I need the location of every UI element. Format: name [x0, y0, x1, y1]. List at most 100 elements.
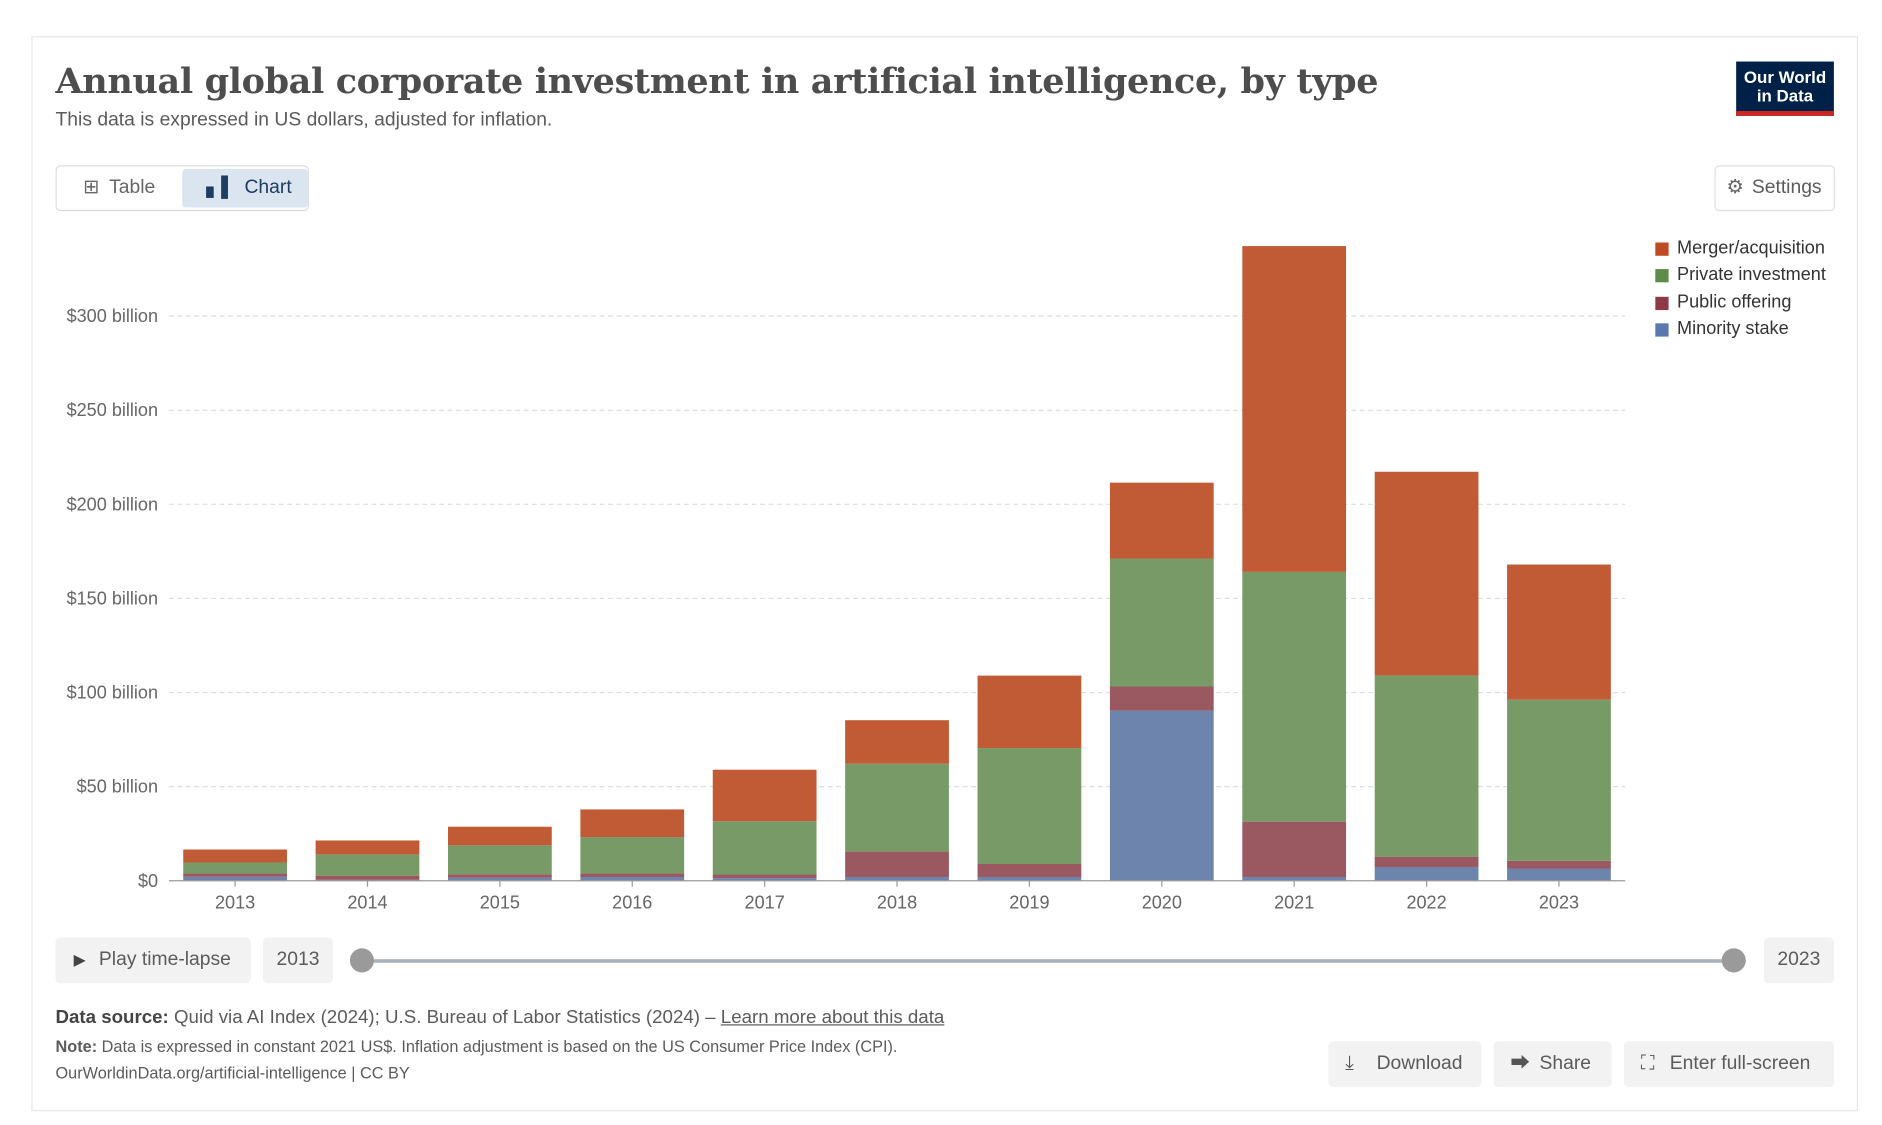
timeline-end-year[interactable]: 2023	[1763, 937, 1834, 984]
download-button[interactable]: ⤓ Download	[1328, 1041, 1482, 1088]
play-timelapse-button[interactable]: ▶ Play time-lapse	[55, 937, 251, 984]
source-url[interactable]: OurWorldinData.org/artificial-intelligen…	[55, 1064, 410, 1083]
bar-segment-private-investment[interactable]	[447, 845, 552, 875]
legend-item[interactable]: Minority stake	[1655, 316, 1826, 343]
bar-segment-private-investment[interactable]	[315, 854, 420, 876]
bar-segment-public-offering[interactable]	[447, 874, 552, 878]
bar-segment-private-investment[interactable]	[1374, 675, 1479, 857]
chart-card	[31, 36, 1859, 1112]
bar-segment-minority-stake[interactable]	[1374, 867, 1479, 881]
legend-label: Merger/acquisition	[1677, 237, 1825, 259]
y-tick-label: $200 billion	[67, 494, 158, 514]
x-tick-label: 2019	[1009, 892, 1049, 912]
bar-segment-public-offering[interactable]	[580, 873, 685, 877]
bar-segment-minority-stake[interactable]	[1109, 710, 1214, 881]
bar-segment-minority-stake[interactable]	[447, 877, 552, 881]
bar-segment-public-offering[interactable]	[712, 874, 817, 879]
bar-segment-public-offering[interactable]	[1242, 821, 1347, 877]
legend-swatch	[1655, 323, 1669, 337]
bar-segment-merger-acquisition[interactable]	[977, 675, 1082, 749]
bar-segment-public-offering[interactable]	[977, 863, 1082, 877]
timeline-start-handle[interactable]	[349, 948, 375, 973]
legend-item[interactable]: Private investment	[1655, 262, 1826, 289]
bar-segment-public-offering[interactable]	[315, 875, 420, 880]
x-tick-label: 2016	[612, 892, 652, 912]
tab-chart[interactable]: ▖▌ Chart	[182, 168, 308, 208]
bar-segment-minority-stake[interactable]	[712, 878, 817, 881]
legend-label: Private investment	[1677, 264, 1826, 286]
fullscreen-button[interactable]: ⛶ Enter full-screen	[1623, 1041, 1834, 1088]
chart-subtitle: This data is expressed in US dollars, ad…	[55, 109, 553, 131]
x-tick-label: 2021	[1274, 892, 1314, 912]
bar-segment-public-offering[interactable]	[845, 851, 949, 877]
bar-segment-merger-acquisition[interactable]	[1374, 471, 1479, 676]
learn-more-link[interactable]: Learn more about this data	[720, 1007, 945, 1028]
bar-segment-private-investment[interactable]	[845, 763, 949, 852]
legend: Merger/acquisition Private investment Publ…	[1655, 235, 1826, 343]
bar-segment-minority-stake[interactable]	[977, 876, 1082, 881]
fullscreen-icon: ⛶	[1640, 1053, 1655, 1074]
owid-logo[interactable]: Our World in Data	[1736, 61, 1834, 116]
legend-item[interactable]: Merger/acquisition	[1655, 235, 1826, 262]
x-tick-label: 2014	[347, 892, 387, 912]
y-tick-label: $0	[138, 871, 158, 891]
legend-label: Minority stake	[1677, 318, 1789, 339]
legend-swatch	[1655, 269, 1669, 283]
bar-segment-minority-stake[interactable]	[580, 876, 685, 881]
bar-segment-merger-acquisition[interactable]	[183, 849, 287, 863]
y-tick-label: $250 billion	[67, 400, 158, 420]
y-tick-label: $50 billion	[77, 777, 158, 797]
bar-segment-public-offering[interactable]	[1507, 860, 1611, 869]
legend-swatch	[1655, 242, 1669, 256]
y-tick-label: $300 billion	[67, 306, 158, 326]
note: Note: Data is expressed in constant 2021…	[55, 1037, 898, 1056]
bar-segment-minority-stake[interactable]	[1242, 876, 1347, 881]
bar-segment-public-offering[interactable]	[1109, 686, 1214, 711]
x-tick-label: 2017	[745, 892, 785, 912]
x-tick-label: 2023	[1539, 892, 1579, 912]
x-tick-label: 2015	[480, 892, 520, 912]
chart-title: Annual global corporate investment in ar…	[55, 60, 1379, 102]
tab-table[interactable]: ⊞ Table	[83, 177, 156, 198]
x-tick-label: 2020	[1142, 892, 1182, 912]
bar-segment-private-investment[interactable]	[1109, 558, 1214, 687]
y-tick-label: $150 billion	[67, 588, 158, 608]
bar-segment-private-investment[interactable]	[1507, 699, 1611, 861]
share-button[interactable]: ⮕ Share	[1493, 1041, 1612, 1088]
timeline-slider-track[interactable]	[361, 959, 1734, 963]
bar-segment-private-investment[interactable]	[977, 748, 1082, 864]
x-tick-label: 2018	[877, 892, 917, 912]
play-icon: ▶	[73, 950, 86, 969]
y-tick-label: $100 billion	[67, 683, 158, 703]
bar-segment-merger-acquisition[interactable]	[845, 720, 949, 764]
bar-segment-minority-stake[interactable]	[1507, 868, 1611, 881]
share-icon: ⮕	[1510, 1053, 1530, 1074]
bar-segment-minority-stake[interactable]	[845, 876, 949, 881]
data-source: Data source: Quid via AI Index (2024); U…	[55, 1007, 945, 1028]
bar-segment-merger-acquisition[interactable]	[315, 840, 420, 855]
bar-chart-icon: ▖▌	[206, 177, 235, 198]
gear-icon: ⚙	[1726, 177, 1744, 198]
legend-label: Public offering	[1677, 291, 1792, 312]
bar-segment-merger-acquisition[interactable]	[712, 769, 817, 822]
timeline-start-year[interactable]: 2013	[263, 937, 333, 984]
bar-segment-private-investment[interactable]	[1242, 571, 1347, 822]
bar-segment-private-investment[interactable]	[183, 862, 287, 874]
legend-swatch	[1655, 296, 1669, 310]
bar-segment-merger-acquisition[interactable]	[1109, 482, 1214, 559]
bar-segment-merger-acquisition[interactable]	[1242, 246, 1347, 572]
timeline-end-handle[interactable]	[1721, 948, 1746, 973]
table-icon: ⊞	[83, 177, 100, 198]
bar-segment-merger-acquisition[interactable]	[580, 809, 685, 838]
legend-item[interactable]: Public offering	[1655, 289, 1826, 316]
view-tabs: ⊞ Table ▖▌ Chart	[55, 165, 309, 212]
bar-segment-merger-acquisition[interactable]	[1507, 564, 1611, 700]
bar-segment-public-offering[interactable]	[183, 873, 287, 877]
settings-button[interactable]: ⚙ Settings	[1714, 165, 1836, 212]
bar-segment-private-investment[interactable]	[712, 821, 817, 875]
bar-segment-minority-stake[interactable]	[183, 876, 287, 881]
bar-segment-private-investment[interactable]	[580, 837, 685, 874]
bar-segment-public-offering[interactable]	[1374, 856, 1479, 868]
bar-segment-merger-acquisition[interactable]	[447, 826, 552, 846]
